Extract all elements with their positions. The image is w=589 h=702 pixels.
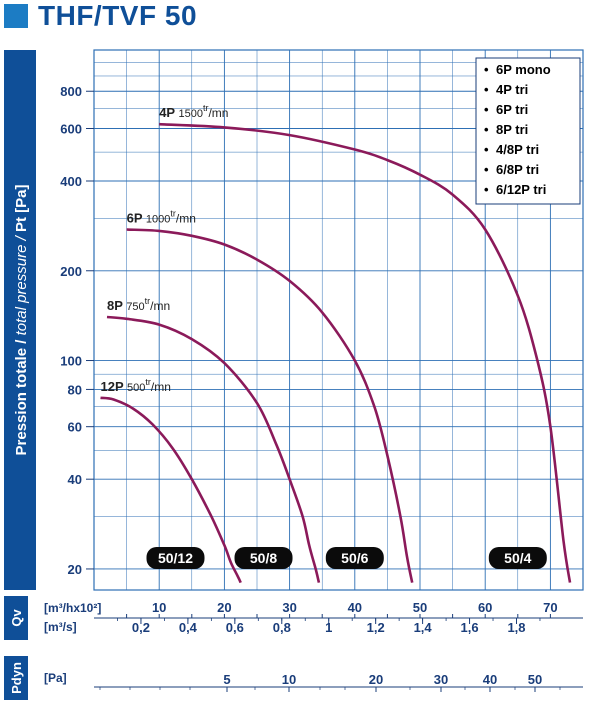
y-tick-label: 20 xyxy=(68,562,82,577)
curve-4P xyxy=(159,122,572,583)
pdyn-tick-label: 30 xyxy=(434,672,448,687)
y-tick-label: 200 xyxy=(60,264,82,279)
x-label-secondary: [m³/s] xyxy=(44,620,77,634)
chart-title: THF/TVF 50 xyxy=(38,0,198,31)
zone-badges: 50/12 50/8 50/6 50/4 xyxy=(146,547,547,569)
curves xyxy=(100,122,572,584)
zone-badge-label: 50/6 xyxy=(341,550,368,566)
legend-entry: 6/12P tri xyxy=(496,182,546,197)
zone-badge-50/12 xyxy=(146,547,205,569)
legend-entry: 8P tri xyxy=(496,122,528,137)
legend-entry: 4/8P tri xyxy=(496,142,539,157)
x-tick-label: 30 xyxy=(282,600,296,615)
m3s-tick-label: 1 xyxy=(325,620,332,635)
m3s-tick-label: 1,4 xyxy=(414,620,433,635)
m3s-tick-label: 0,8 xyxy=(273,620,291,635)
pdyn-tick-label: 10 xyxy=(282,672,296,687)
y-tick-label: 100 xyxy=(60,354,82,369)
legend-bullet: • xyxy=(484,102,489,117)
y-tick-label: 600 xyxy=(60,121,82,136)
zone-badge-label: 50/12 xyxy=(158,550,193,566)
curve-label-4P: 4P 1500tr/mn xyxy=(159,103,228,120)
legend-bullet: • xyxy=(484,62,489,77)
tick-labels: 20 40 60 80 100 200 400 600 800 [m³/hx10²] [m³/s] 1… xyxy=(44,84,583,692)
m3s-tick-label: 1,2 xyxy=(367,620,385,635)
curve-6P xyxy=(126,228,414,583)
curve-label-6P: 6P 1000tr/mn xyxy=(127,209,196,226)
y-axis-band xyxy=(4,50,36,590)
pdyn-tick-label: 40 xyxy=(483,672,497,687)
zone-badge-50/4 xyxy=(488,547,547,569)
y-tick-label: 400 xyxy=(60,174,82,189)
m3s-tick-label: 1,8 xyxy=(507,620,525,635)
axis-bands: Pression totale / total pressure / Pt [P… xyxy=(4,50,36,700)
x-label-primary: [m³/hx10²] xyxy=(44,601,101,615)
pdyn-band xyxy=(4,656,28,700)
legend-entry: 6/8P tri xyxy=(496,162,539,177)
legend-box xyxy=(475,57,581,205)
legend-bullet: • xyxy=(484,162,489,177)
y-tick-label: 60 xyxy=(68,420,82,435)
qv-band xyxy=(4,596,28,640)
m3s-tick-label: 1,6 xyxy=(461,620,479,635)
curve-labels: 4P 1500tr/mn 6P 1000tr/mn 8P 750tr/mn 12P 5… xyxy=(101,103,229,394)
pdyn-tick-label: 20 xyxy=(369,672,383,687)
zone-badge-label: 50/4 xyxy=(504,550,531,566)
plot-frame xyxy=(93,49,584,591)
curve-8P xyxy=(106,315,321,583)
pdyn-unit-label: [Pa] xyxy=(44,671,67,685)
zone-badge-50/6 xyxy=(325,547,384,569)
y-tick-label: 800 xyxy=(60,84,82,99)
y-tick-label: 40 xyxy=(68,472,82,487)
x-tick-label: 40 xyxy=(348,600,362,615)
m3s-tick-label: 0,4 xyxy=(179,620,198,635)
curve-12P xyxy=(100,396,242,584)
title-square xyxy=(4,4,28,28)
x-tick-label: 60 xyxy=(478,600,492,615)
zone-badge-50/8 xyxy=(234,547,293,569)
zone-badge-label: 50/8 xyxy=(250,550,277,566)
legend-bullet: • xyxy=(484,142,489,157)
legend-bullet: • xyxy=(484,182,489,197)
legend-entry: 6P mono xyxy=(496,62,551,77)
y-tick-label: 80 xyxy=(68,382,82,397)
legend-bullet: • xyxy=(484,122,489,137)
y-axis-label: Pression totale / total pressure / Pt [P… xyxy=(13,185,30,456)
x-tick-label: 20 xyxy=(217,600,231,615)
curve-label-12P: 12P 500tr/mn xyxy=(101,377,171,394)
x-tick-label: 50 xyxy=(413,600,427,615)
qv-label: Qv xyxy=(9,609,24,627)
x-tick-label: 10 xyxy=(152,600,166,615)
legend-entry: 6P tri xyxy=(496,102,528,117)
legend: • 6P mono • 4P tri • 6P tri • 8P tri • 4/8P tri • 6… xyxy=(475,57,581,205)
pdyn-tick-label: 5 xyxy=(223,672,230,687)
m3s-tick-label: 0,2 xyxy=(132,620,150,635)
legend-bullet: • xyxy=(484,82,489,97)
legend-entry: 4P tri xyxy=(496,82,528,97)
m3s-tick-label: 0,6 xyxy=(226,620,244,635)
curve-label-8P: 8P 750tr/mn xyxy=(107,296,170,313)
pdyn-label: Pdyn xyxy=(9,662,24,694)
pdyn-tick-label: 50 xyxy=(528,672,542,687)
x-tick-label: 70 xyxy=(543,600,557,615)
